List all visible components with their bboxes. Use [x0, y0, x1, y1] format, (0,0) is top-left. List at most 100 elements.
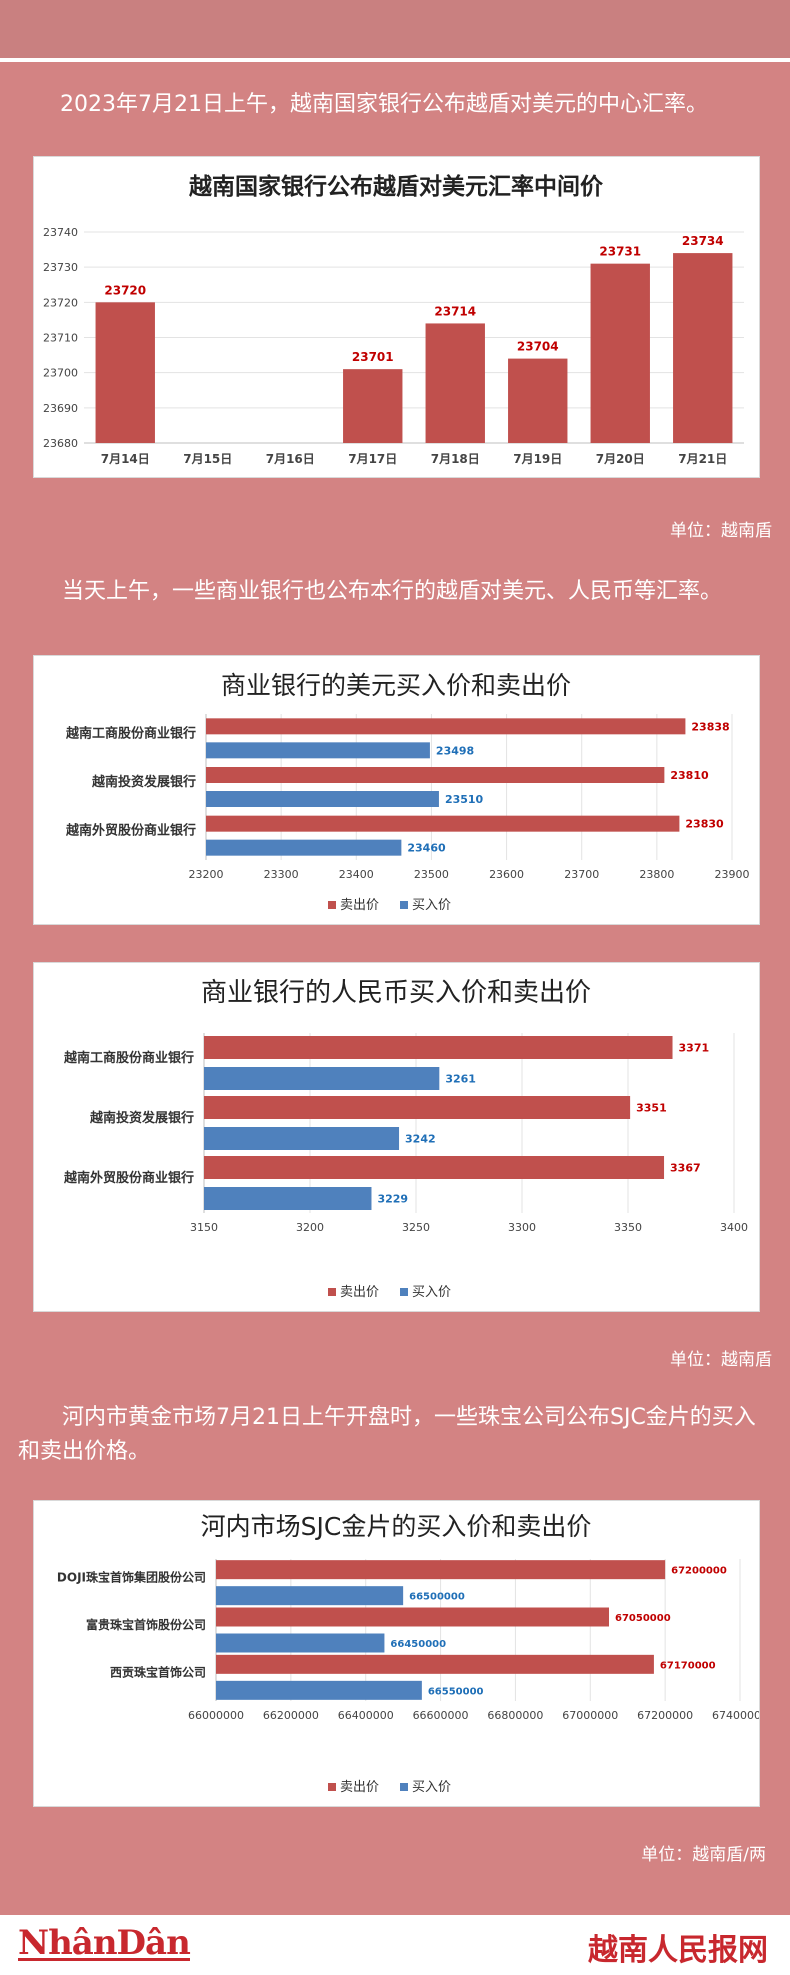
x-tick-label: 23600 [489, 868, 524, 881]
category-label: 越南外贸股份商业银行 [63, 1170, 194, 1186]
intro-paragraph-1: 2023年7月21日上午，越南国家银行公布越盾对美元的中心汇率。 [60, 92, 708, 117]
legend-swatch-sell [328, 901, 336, 909]
buy-data-label: 23460 [407, 842, 446, 855]
x-tick-label: 23800 [639, 868, 674, 881]
sell-bar [206, 815, 680, 832]
unit-label-1: 单位：越南盾 [670, 521, 772, 541]
legend-swatch-buy [400, 1783, 408, 1791]
x-tick-label: 7月15日 [183, 452, 232, 466]
sell-data-label: 3367 [670, 1162, 701, 1175]
legend-swatch-sell [328, 1783, 336, 1791]
x-tick-label: 23200 [189, 868, 224, 881]
bar [95, 302, 155, 443]
category-label: 越南外贸股份商业银行 [65, 823, 196, 839]
y-tick-label: 23710 [43, 332, 78, 345]
sell-bar [216, 1607, 609, 1627]
x-tick-label: 67000000 [562, 1709, 618, 1722]
x-tick-label: 23900 [715, 868, 750, 881]
usd-rate-chart: 商业银行的美元买入价和卖出价 23200 23300 23400 23500 23600 2… [65, 671, 750, 913]
legend-swatch-buy [400, 901, 408, 909]
chart-title: 商业银行的人民币买入价和卖出价 [201, 978, 591, 1008]
legend-label-buy: 买入价 [412, 1780, 451, 1795]
buy-data-label: 3242 [405, 1133, 436, 1146]
chart-card-central-rate: 越南国家银行公布越盾对美元汇率中间价 23680 23690 23700 23710 23… [33, 156, 760, 478]
category-label: 越南工商股份商业银行 [63, 1050, 194, 1066]
x-tick-label: 3350 [614, 1221, 642, 1234]
buy-data-label: 66550000 [428, 1686, 484, 1697]
category-label: 西贡珠宝首饰公司 [110, 1664, 206, 1679]
sell-data-label: 23830 [685, 818, 724, 831]
y-tick-label: 23680 [43, 437, 78, 450]
x-tick-label: 7月18日 [431, 452, 480, 466]
x-tick-label: 7月21日 [678, 452, 727, 466]
data-label: 23734 [682, 234, 724, 248]
bar [508, 358, 568, 443]
x-tick-label: 3400 [720, 1221, 748, 1234]
x-tick-label: 3200 [296, 1221, 324, 1234]
cny-rate-chart: 商业银行的人民币买入价和卖出价 3150 3200 3250 3300 3350 3400 3… [63, 978, 748, 1300]
bar [425, 323, 485, 443]
legend-label-buy: 买入价 [412, 898, 451, 913]
data-label: 23720 [104, 283, 146, 297]
legend-label-sell: 卖出价 [340, 1285, 379, 1300]
x-tick-label: 66800000 [487, 1709, 543, 1722]
x-tick-label: 23700 [564, 868, 599, 881]
legend-swatch-buy [400, 1288, 408, 1296]
buy-bar [206, 742, 430, 759]
chart-card-gold: 河内市场SJC金片的买入价和卖出价 66000000 66200000 6640000… [33, 1500, 760, 1807]
sell-bar [206, 718, 686, 735]
unit-label-2: 单位：越南盾 [670, 1350, 772, 1370]
buy-bar [206, 839, 402, 856]
x-tick-label: 66400000 [338, 1709, 394, 1722]
x-tick-label: 7月14日 [101, 452, 150, 466]
y-tick-label: 23700 [43, 367, 78, 380]
top-banner [0, 0, 790, 58]
footer: NhânDân 越南人民报网 [0, 1915, 790, 1975]
top-divider [0, 58, 790, 62]
y-tick-label: 23690 [43, 402, 78, 415]
bar [590, 263, 650, 443]
buy-bar [206, 791, 439, 807]
intro-paragraph-3: 河内市黄金市场7月21日上午开盘时，一些珠宝公司公布SJC金片的买入和卖出价格。 [18, 1405, 756, 1464]
x-tick-label: 66200000 [263, 1709, 319, 1722]
nhandan-logo[interactable]: NhânDân [18, 1923, 191, 1963]
central-rate-chart: 越南国家银行公布越盾对美元汇率中间价 23680 23690 23700 23710 23… [43, 173, 744, 466]
sell-data-label: 3351 [636, 1102, 667, 1115]
chart-title: 越南国家银行公布越盾对美元汇率中间价 [189, 173, 604, 200]
site-name-logo[interactable]: 越南人民报网 [588, 1933, 768, 1968]
y-tick-label: 23740 [43, 226, 78, 239]
buy-bar [216, 1680, 422, 1700]
buy-bar [216, 1586, 404, 1606]
x-tick-label: 67400000 [712, 1709, 759, 1722]
sell-bar [216, 1560, 666, 1580]
category-label: DOJI珠宝首饰集团股份公司 [57, 1570, 206, 1585]
buy-data-label: 66450000 [390, 1639, 446, 1650]
category-label: 富贵珠宝首饰股份公司 [86, 1617, 206, 1632]
x-tick-label: 23300 [264, 868, 299, 881]
buy-bar [204, 1187, 372, 1210]
sell-bar [204, 1156, 665, 1179]
chart-title: 河内市场SJC金片的买入价和卖出价 [201, 1512, 592, 1541]
data-label: 23701 [352, 350, 394, 364]
chart-title: 商业银行的美元买入价和卖出价 [221, 671, 571, 700]
sell-data-label: 23838 [691, 720, 729, 733]
y-tick-label: 23720 [43, 296, 78, 309]
chart-card-usd: 商业银行的美元买入价和卖出价 23200 23300 23400 23500 23600 2… [33, 655, 760, 925]
sell-data-label: 67200000 [671, 1566, 727, 1577]
buy-data-label: 3229 [377, 1193, 408, 1206]
sell-bar [204, 1096, 631, 1119]
sell-data-label: 23810 [670, 769, 709, 782]
buy-bar [216, 1633, 385, 1653]
gold-price-chart: 河内市场SJC金片的买入价和卖出价 66000000 66200000 6640000… [57, 1512, 759, 1795]
sell-bar [206, 767, 665, 783]
buy-data-label: 3261 [445, 1073, 476, 1086]
x-tick-label: 66600000 [413, 1709, 469, 1722]
x-tick-label: 3250 [402, 1221, 430, 1234]
x-tick-label: 7月19日 [513, 452, 562, 466]
x-tick-label: 66000000 [188, 1709, 244, 1722]
legend-label-buy: 买入价 [412, 1285, 451, 1300]
y-tick-label: 23730 [43, 261, 78, 274]
bar [343, 369, 403, 443]
intro-paragraph-2: 当天上午，一些商业银行也公布本行的越盾对美元、人民币等汇率。 [62, 579, 723, 604]
buy-bar [204, 1067, 440, 1090]
